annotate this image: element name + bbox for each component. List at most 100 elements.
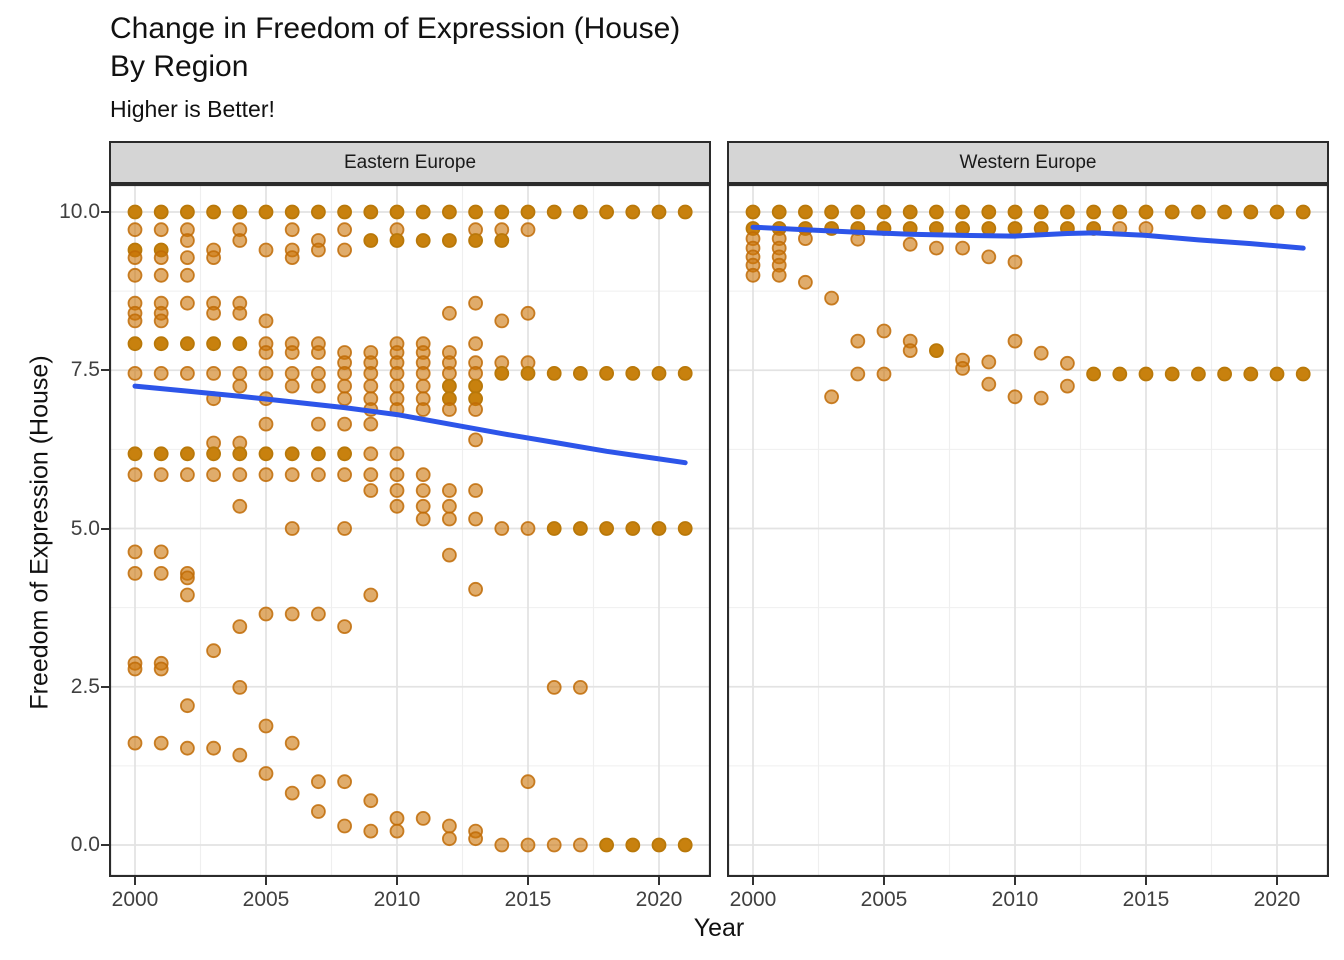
- data-point: [337, 818, 353, 834]
- data-point: [337, 242, 353, 258]
- data-point: [520, 305, 536, 321]
- data-point: [389, 823, 405, 839]
- data-point: [599, 837, 615, 853]
- data-point: [337, 378, 353, 394]
- panel-border: [108, 183, 712, 878]
- data-point: [127, 222, 143, 238]
- data-point: [127, 661, 143, 677]
- data-point: [258, 606, 274, 622]
- data-point: [902, 236, 918, 252]
- data-point: [1112, 204, 1128, 220]
- data-point: [310, 804, 326, 819]
- data-point: [677, 521, 693, 536]
- data-point: [468, 402, 484, 417]
- x-tick-mark: [134, 877, 136, 885]
- data-point: [258, 416, 274, 432]
- data-point: [180, 467, 195, 483]
- data-point: [625, 365, 641, 381]
- data-point: [127, 565, 143, 581]
- y-tick-mark: [101, 844, 109, 846]
- data-point: [441, 204, 457, 220]
- data-point: [284, 785, 300, 801]
- data-point: [284, 250, 300, 265]
- data-point: [441, 818, 457, 834]
- data-point: [258, 365, 274, 381]
- data-point: [1138, 204, 1154, 220]
- data-point: [494, 204, 510, 220]
- data-point: [232, 446, 248, 462]
- x-tick-mark: [527, 877, 529, 885]
- data-point: [258, 766, 274, 781]
- data-point: [180, 446, 195, 462]
- data-point: [1007, 333, 1023, 349]
- facet-strip-eastern-europe: Eastern Europe: [109, 141, 711, 184]
- data-point: [876, 366, 892, 382]
- data-point: [876, 204, 892, 220]
- data-point: [651, 837, 667, 853]
- data-point: [468, 295, 484, 311]
- data-point: [258, 313, 274, 329]
- x-tick-label: 2005: [242, 888, 290, 911]
- data-point: [468, 336, 484, 352]
- data-point: [798, 204, 813, 220]
- x-tick-mark: [883, 877, 885, 885]
- data-point: [546, 365, 562, 381]
- data-point: [284, 735, 300, 751]
- x-tick-label: 2010: [373, 888, 421, 911]
- data-point: [180, 204, 195, 220]
- data-point: [677, 837, 693, 853]
- data-point: [310, 204, 326, 220]
- data-point: [1033, 390, 1049, 406]
- data-point: [1112, 366, 1128, 382]
- data-point: [389, 378, 405, 394]
- data-point: [520, 774, 536, 790]
- data-point: [1086, 204, 1102, 220]
- data-point: [127, 250, 143, 265]
- data-point: [520, 837, 536, 853]
- data-point: [258, 242, 274, 258]
- data-point: [337, 391, 353, 407]
- data-point: [389, 467, 405, 483]
- data-point: [389, 483, 405, 498]
- data-point: [441, 378, 457, 394]
- data-point: [876, 323, 892, 339]
- data-point: [928, 240, 944, 256]
- data-point: [494, 837, 510, 853]
- data-point: [363, 378, 379, 394]
- data-point: [546, 204, 562, 220]
- data-point: [284, 446, 300, 462]
- x-tick-label: 2020: [1253, 888, 1301, 911]
- data-point: [337, 619, 353, 635]
- data-point: [981, 249, 997, 265]
- data-point: [494, 233, 510, 248]
- y-tick-mark: [101, 527, 109, 530]
- data-point: [180, 233, 195, 248]
- data-point: [363, 416, 379, 432]
- data-point: [284, 204, 300, 220]
- data-point: [546, 521, 562, 536]
- x-tick-mark: [658, 877, 660, 885]
- data-point: [284, 606, 300, 622]
- data-point: [1269, 366, 1285, 382]
- data-point: [1059, 378, 1075, 394]
- data-point: [284, 345, 300, 360]
- data-point: [599, 204, 615, 220]
- trend-line: [750, 224, 1306, 251]
- data-point: [415, 498, 431, 514]
- data-point: [232, 747, 248, 763]
- data-point: [127, 313, 143, 329]
- data-point: [520, 222, 536, 238]
- data-point: [310, 416, 326, 432]
- trend-line: [132, 383, 688, 466]
- data-point: [153, 336, 169, 352]
- data-point: [651, 204, 667, 220]
- data-point: [415, 233, 431, 248]
- x-tick-mark: [1276, 877, 1278, 885]
- data-point: [258, 204, 274, 220]
- data-point: [310, 242, 326, 258]
- data-point: [206, 204, 221, 220]
- data-point: [981, 204, 997, 220]
- data-point: [284, 365, 300, 381]
- data-point: [415, 378, 431, 394]
